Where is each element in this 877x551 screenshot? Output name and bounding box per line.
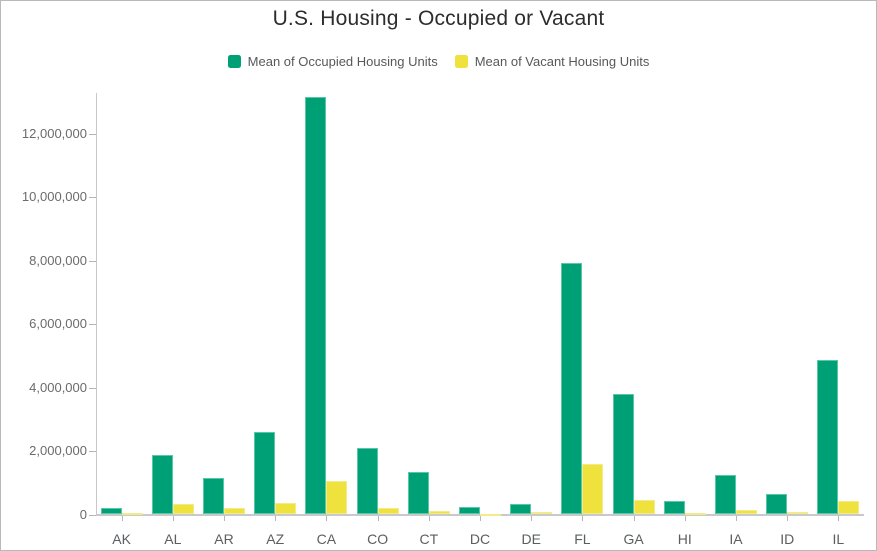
legend-item-occupied[interactable]: Mean of Occupied Housing Units: [227, 54, 438, 69]
y-axis-tick: [89, 133, 96, 135]
x-axis-label-AK: AK: [112, 531, 131, 547]
bar-occupied-AL[interactable]: [151, 455, 173, 515]
bar-vacant-AR[interactable]: [224, 508, 245, 515]
x-axis-tick: [633, 515, 635, 521]
y-axis-tick-label: 0: [79, 506, 87, 522]
x-axis-tick: [121, 515, 123, 521]
x-axis-tick: [531, 515, 533, 521]
x-axis-tick: [275, 515, 277, 521]
x-axis-label-AR: AR: [214, 531, 234, 547]
x-axis-label-ID: ID: [780, 531, 795, 547]
bar-occupied-AK[interactable]: [100, 507, 122, 515]
x-axis-label-FL: FL: [574, 531, 591, 547]
bar-occupied-AR[interactable]: [203, 477, 224, 515]
x-axis-tick: [377, 515, 379, 521]
y-axis-tick-label: 6,000,000: [29, 316, 87, 331]
x-axis-label-IL: IL: [832, 531, 845, 547]
chart-title: U.S. Housing - Occupied or Vacant: [272, 7, 605, 30]
bar-occupied-CT[interactable]: [407, 471, 429, 515]
x-axis-label-DE: DE: [521, 531, 541, 547]
x-axis-tick: [428, 515, 430, 521]
legend-label-occupied: Mean of Occupied Housing Units: [247, 54, 438, 69]
bar-vacant-CO[interactable]: [377, 507, 399, 515]
occupied-series-swatch-icon: [227, 55, 241, 68]
y-axis-tick-label: 4,000,000: [29, 379, 87, 395]
x-axis-label-AL: AL: [164, 531, 182, 547]
x-axis-label-HI: HI: [677, 531, 692, 547]
x-axis-label-AZ: AZ: [266, 531, 285, 547]
bar-vacant-ID[interactable]: [787, 511, 809, 515]
x-axis-label-CT: CT: [419, 531, 439, 547]
x-axis-tick: [736, 515, 737, 521]
y-axis-tick-label: 8,000,000: [29, 252, 87, 268]
x-axis-label-GA: GA: [623, 531, 644, 547]
x-axis-label-DC: DC: [469, 531, 491, 547]
y-axis-tick: [89, 514, 96, 516]
x-axis-tick: [480, 515, 481, 521]
bar-occupied-CA[interactable]: [305, 96, 327, 515]
bar-vacant-GA[interactable]: [633, 499, 655, 515]
y-axis-tick: [89, 387, 96, 389]
x-axis-tick: [582, 515, 584, 521]
y-axis-line: [96, 93, 97, 516]
bar-occupied-AZ[interactable]: [254, 431, 276, 515]
x-axis-tick: [787, 515, 789, 521]
bar-occupied-ID[interactable]: [766, 494, 788, 515]
y-axis-tick: [89, 197, 96, 198]
x-axis-tick: [224, 515, 225, 521]
bar-occupied-HI[interactable]: [663, 500, 685, 515]
y-axis-tick-label: 12,000,000: [21, 125, 87, 141]
x-axis-tick: [684, 515, 686, 521]
bar-vacant-FL[interactable]: [582, 464, 604, 515]
bar-vacant-AL[interactable]: [172, 504, 194, 515]
bar-vacant-IA[interactable]: [736, 510, 757, 515]
x-axis-tick: [838, 515, 840, 521]
bar-occupied-IA[interactable]: [715, 475, 736, 515]
bar-vacant-CA[interactable]: [326, 480, 348, 515]
x-axis-label-CA: CA: [316, 531, 337, 547]
y-axis-tick: [89, 451, 96, 452]
bar-occupied-GA[interactable]: [612, 393, 634, 515]
x-axis-label-IA: IA: [729, 531, 743, 547]
y-axis-tick-label: 10,000,000: [21, 189, 87, 204]
x-axis-label-CO: CO: [367, 531, 389, 547]
y-axis-tick-label: 2,000,000: [29, 443, 87, 458]
bar-vacant-IL[interactable]: [838, 500, 860, 515]
bar-vacant-CT[interactable]: [428, 511, 450, 515]
bar-occupied-DE[interactable]: [510, 503, 532, 515]
x-axis-tick: [326, 515, 328, 521]
legend-label-vacant: Mean of Vacant Housing Units: [474, 54, 650, 69]
y-axis-tick: [89, 324, 96, 325]
legend-item-vacant[interactable]: Mean of Vacant Housing Units: [454, 54, 650, 69]
vacant-series-swatch-icon: [454, 55, 468, 68]
bar-occupied-CO[interactable]: [356, 448, 378, 515]
bar-vacant-HI[interactable]: [684, 512, 706, 515]
bar-occupied-DC[interactable]: [459, 506, 480, 515]
legend: Mean of Occupied Housing Units Mean of V…: [1, 54, 876, 69]
bar-vacant-AZ[interactable]: [275, 503, 297, 515]
x-axis-tick: [172, 515, 174, 521]
bar-vacant-DE[interactable]: [531, 512, 553, 515]
y-axis-tick: [89, 260, 96, 262]
bar-vacant-AK[interactable]: [121, 512, 143, 515]
bar-occupied-IL[interactable]: [817, 359, 839, 515]
bar-vacant-DC[interactable]: [480, 513, 501, 516]
bar-occupied-FL[interactable]: [561, 262, 583, 515]
